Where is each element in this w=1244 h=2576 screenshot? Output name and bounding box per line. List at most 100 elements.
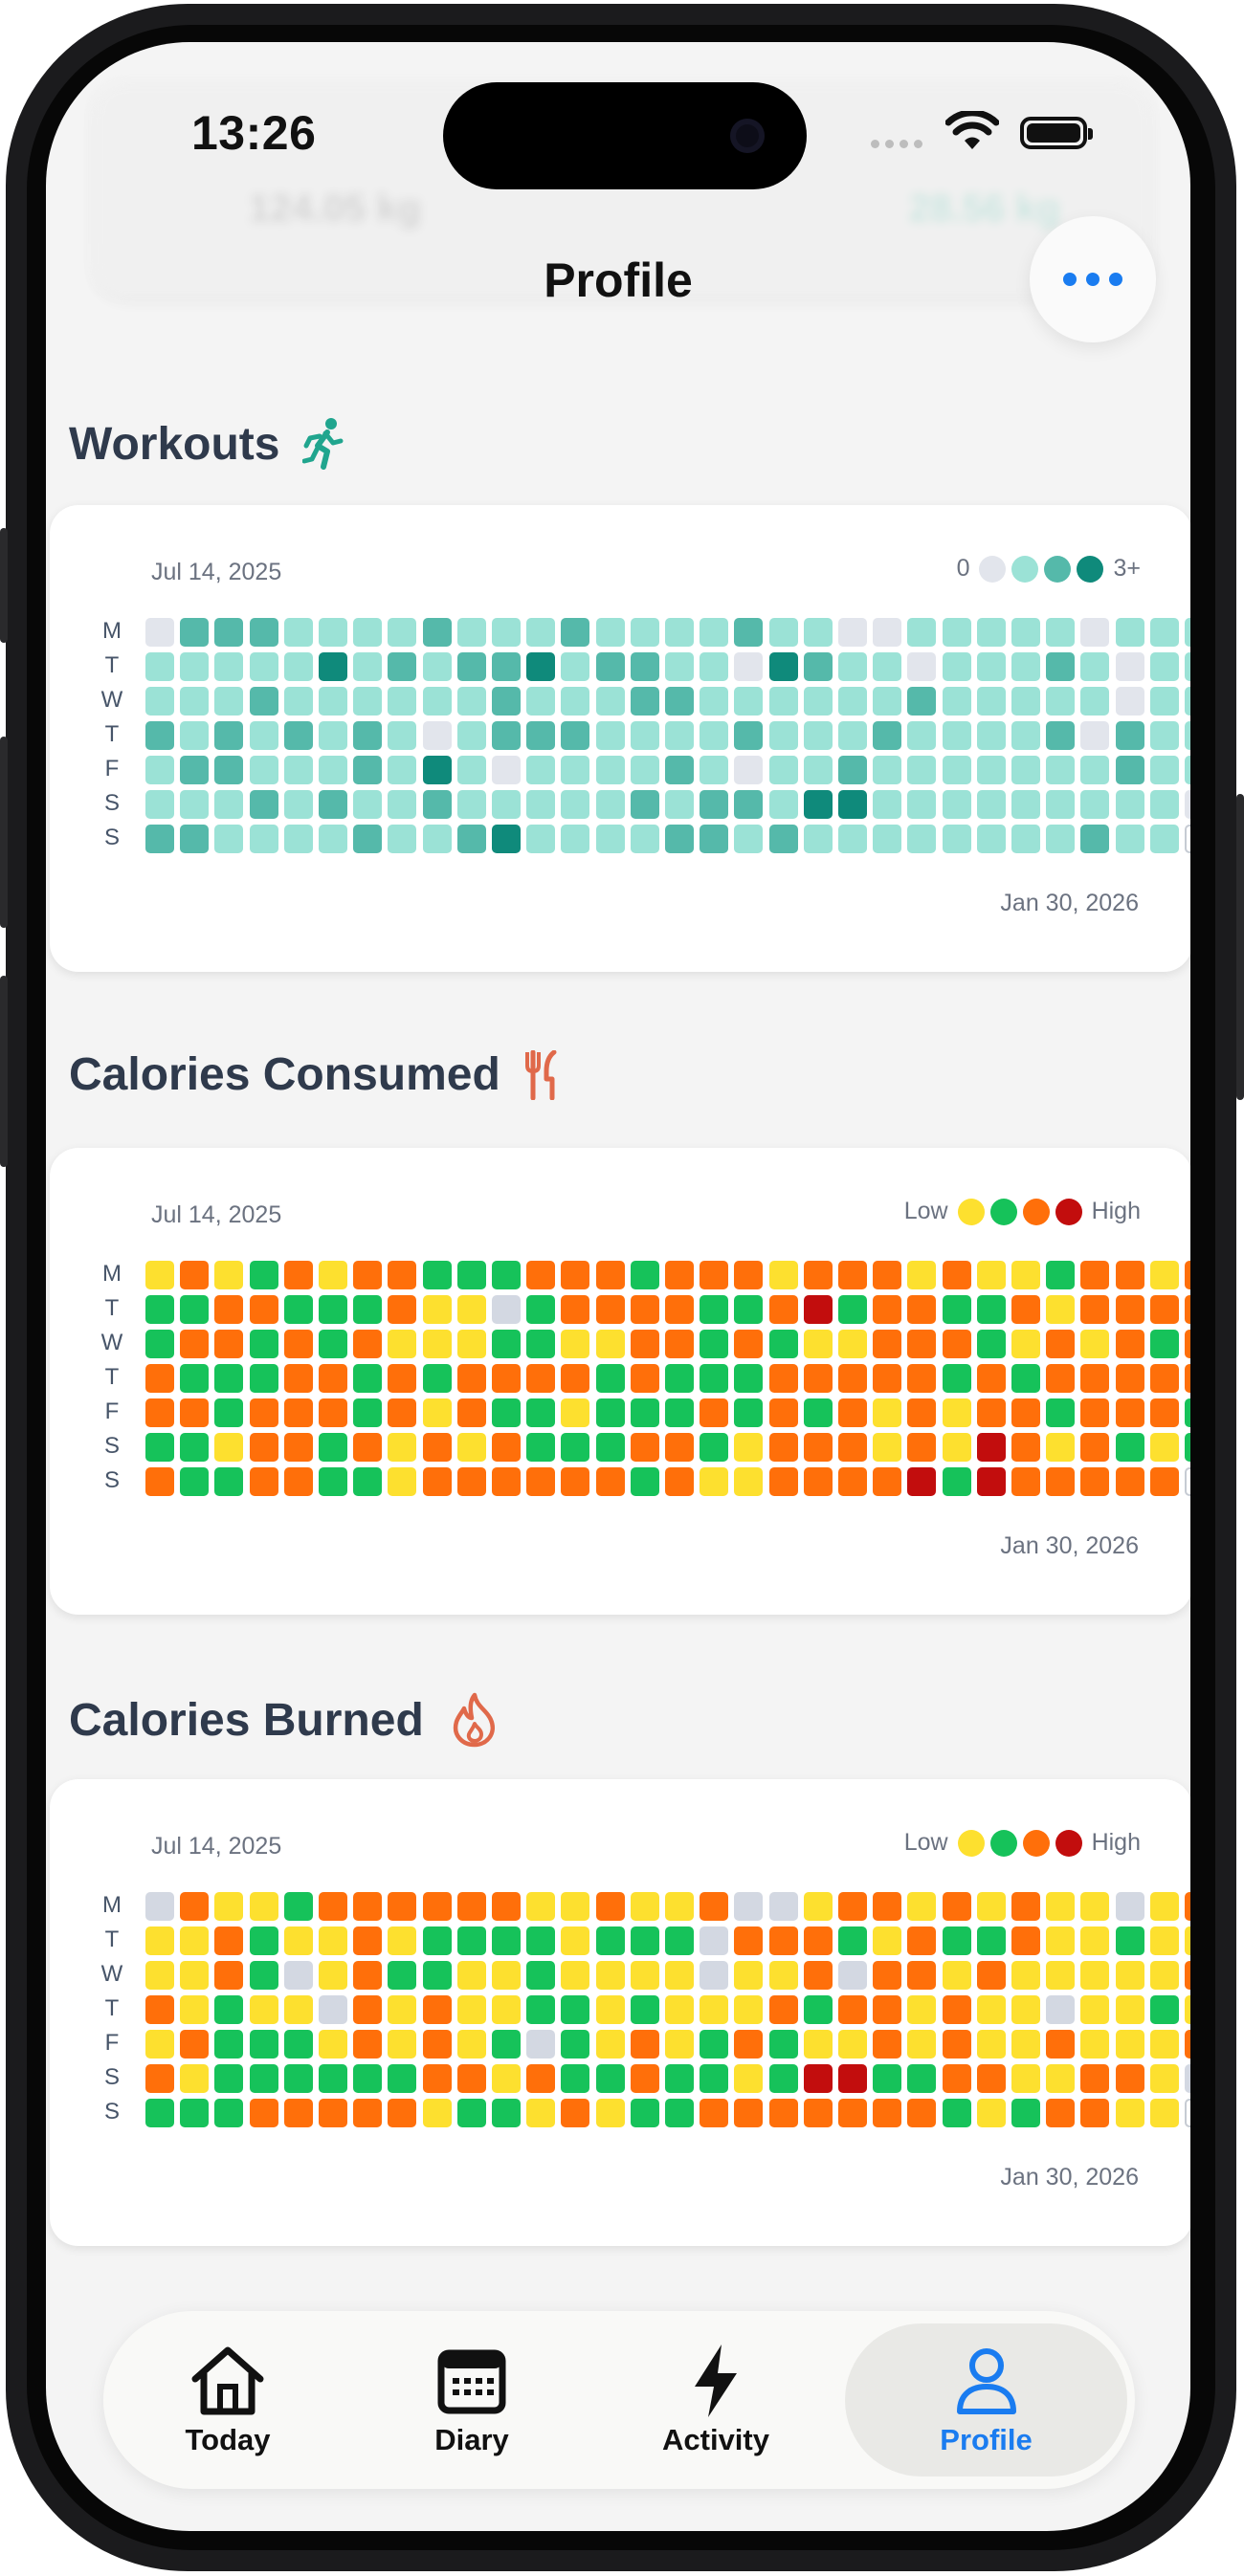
heatmap-cell[interactable]	[977, 1398, 1006, 1427]
heatmap-cell[interactable]	[353, 1961, 382, 1990]
heatmap-cell[interactable]	[943, 1892, 971, 1921]
heatmap-cell[interactable]	[388, 1295, 416, 1324]
heatmap-cell[interactable]	[977, 1961, 1006, 1990]
heatmap-cell[interactable]	[1046, 790, 1075, 819]
heatmap-cell[interactable]	[145, 1995, 174, 2024]
heatmap-cell[interactable]	[457, 2064, 486, 2093]
heatmap-cell[interactable]	[561, 1261, 589, 1289]
heatmap-cell[interactable]	[700, 687, 728, 716]
heatmap-cell[interactable]	[492, 825, 521, 853]
heatmap-cell[interactable]	[1150, 1892, 1179, 1921]
heatmap-cell[interactable]	[492, 1892, 521, 1921]
heatmap-cell[interactable]	[1011, 756, 1040, 784]
heatmap-cell[interactable]	[180, 1295, 209, 1324]
heatmap-cell[interactable]	[457, 2030, 486, 2059]
heatmap-cell[interactable]	[561, 2030, 589, 2059]
heatmap-cell[interactable]	[561, 652, 589, 681]
heatmap-cell[interactable]	[1116, 2099, 1144, 2127]
heatmap-cell[interactable]	[145, 2064, 174, 2093]
heatmap-cell[interactable]	[214, 825, 243, 853]
heatmap-cell[interactable]	[214, 721, 243, 750]
heatmap-cell[interactable]	[561, 1926, 589, 1955]
heatmap-cell[interactable]	[1150, 721, 1179, 750]
heatmap-cell[interactable]	[492, 756, 521, 784]
heatmap-cell[interactable]	[214, 1995, 243, 2024]
heatmap-cell[interactable]	[943, 1926, 971, 1955]
heatmap-cell[interactable]	[457, 1261, 486, 1289]
heatmap-cell[interactable]	[526, 790, 555, 819]
heatmap-cell[interactable]	[631, 756, 659, 784]
heatmap-cell[interactable]	[700, 825, 728, 853]
heatmap-cell[interactable]	[838, 1892, 867, 1921]
heatmap-cell[interactable]	[977, 1364, 1006, 1393]
heatmap-cell[interactable]	[769, 1261, 798, 1289]
heatmap-cell[interactable]	[388, 2064, 416, 2093]
heatmap-cell[interactable]	[423, 1398, 452, 1427]
heatmap-cell[interactable]	[457, 1295, 486, 1324]
heatmap-cell[interactable]	[145, 721, 174, 750]
heatmap-cell[interactable]	[214, 2064, 243, 2093]
heatmap-cell[interactable]	[145, 687, 174, 716]
heatmap-cell[interactable]	[561, 1398, 589, 1427]
heatmap-cell[interactable]	[665, 687, 694, 716]
heatmap-cell[interactable]	[665, 1995, 694, 2024]
heatmap-cell[interactable]	[526, 1295, 555, 1324]
heatmap-cell[interactable]	[284, 1467, 313, 1496]
heatmap-cell[interactable]	[250, 1330, 278, 1358]
heatmap-cell[interactable]	[388, 1330, 416, 1358]
heatmap-cell[interactable]	[457, 1433, 486, 1462]
heatmap-cell[interactable]	[1080, 1398, 1109, 1427]
heatmap-cell[interactable]	[734, 1261, 763, 1289]
heatmap-cell[interactable]	[526, 618, 555, 647]
heatmap-cell[interactable]	[838, 2030, 867, 2059]
heatmap-cell[interactable]	[1116, 825, 1144, 853]
heatmap-cell[interactable]	[943, 618, 971, 647]
heatmap-cell[interactable]	[977, 2064, 1006, 2093]
heatmap-cell[interactable]	[214, 1433, 243, 1462]
heatmap-cell[interactable]	[492, 1467, 521, 1496]
heatmap-cell[interactable]	[250, 1398, 278, 1427]
heatmap-cell[interactable]	[1011, 1364, 1040, 1393]
heatmap-cell[interactable]	[561, 721, 589, 750]
heatmap-cell[interactable]	[1185, 1961, 1190, 1990]
heatmap-cell[interactable]	[492, 1961, 521, 1990]
heatmap-cell[interactable]	[700, 1261, 728, 1289]
heatmap-cell[interactable]	[388, 756, 416, 784]
heatmap-cell[interactable]	[1080, 1995, 1109, 2024]
heatmap-cell[interactable]	[1116, 756, 1144, 784]
heatmap-cell[interactable]	[1150, 1467, 1179, 1496]
heatmap-cell[interactable]	[943, 652, 971, 681]
heatmap-cell[interactable]	[250, 1467, 278, 1496]
heatmap-cell[interactable]	[943, 1433, 971, 1462]
heatmap-cell[interactable]	[388, 1926, 416, 1955]
heatmap-cell[interactable]	[873, 2099, 901, 2127]
heatmap-cell[interactable]	[284, 618, 313, 647]
heatmap-cell[interactable]	[907, 1295, 936, 1324]
heatmap-cell[interactable]	[388, 1995, 416, 2024]
heatmap-cell[interactable]	[943, 1330, 971, 1358]
heatmap-cell[interactable]	[838, 1926, 867, 1955]
heatmap-cell[interactable]	[1046, 687, 1075, 716]
heatmap-cell[interactable]	[561, 1364, 589, 1393]
heatmap-cell[interactable]	[838, 1433, 867, 1462]
heatmap-cell[interactable]	[180, 1961, 209, 1990]
heatmap-cell[interactable]	[943, 825, 971, 853]
heatmap-cell[interactable]	[907, 825, 936, 853]
heatmap-cell[interactable]	[526, 1467, 555, 1496]
heatmap-cell[interactable]	[838, 1364, 867, 1393]
heatmap-cell[interactable]	[873, 721, 901, 750]
heatmap-cell[interactable]	[1080, 1926, 1109, 1955]
heatmap-cell[interactable]	[214, 1926, 243, 1955]
heatmap-cell[interactable]	[596, 1926, 625, 1955]
heatmap-cell[interactable]	[250, 652, 278, 681]
heatmap-cell[interactable]	[319, 756, 347, 784]
heatmap-cell[interactable]	[700, 1398, 728, 1427]
heatmap-cell[interactable]	[214, 652, 243, 681]
heatmap-cell[interactable]	[769, 1295, 798, 1324]
heatmap-cell[interactable]	[804, 1398, 833, 1427]
heatmap-cell[interactable]	[526, 756, 555, 784]
heatmap-cell[interactable]	[943, 2030, 971, 2059]
heatmap-cell[interactable]	[284, 756, 313, 784]
heatmap-cell[interactable]	[319, 1961, 347, 1990]
heatmap-cell[interactable]	[250, 618, 278, 647]
